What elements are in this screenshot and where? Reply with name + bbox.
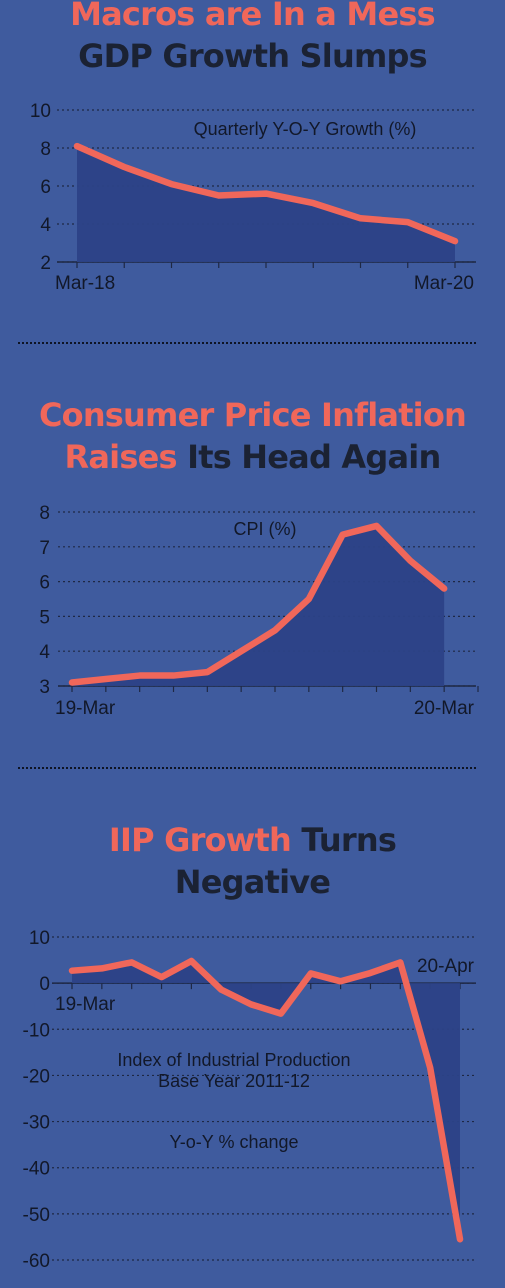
y-tick-label: 0 (39, 974, 50, 995)
iip-chart: -60 -50 -40 -30 -20 -10 0 10 19-Mar 20-Apr Index o… (23, 928, 476, 1272)
y-tick-label: 5 (39, 607, 50, 628)
y-tick-label: -50 (23, 1205, 50, 1226)
chart-annotation: Quarterly Y-O-Y Growth (%) (194, 119, 417, 139)
y-tick-label: -20 (23, 1066, 50, 1087)
cpi-chart: 3 4 5 6 7 8 19-Mar 20-Mar CPI (%) (39, 503, 479, 719)
iip-title-line2: Negative (174, 863, 331, 901)
cpi-title-line1: Consumer Price Inflation (38, 396, 467, 434)
area-fill (77, 146, 455, 262)
y-tick-label: 4 (39, 642, 50, 663)
series-line (68, 957, 464, 1243)
y-tick-label: 8 (39, 503, 50, 524)
x-tick-label: 20-Mar (414, 698, 475, 719)
x-tick-label: 20-Apr (417, 956, 475, 977)
chart-annotation: Index of Industrial Production (117, 1050, 350, 1070)
y-tick-label: 10 (30, 101, 51, 122)
area-fill (72, 960, 460, 1240)
section-divider (18, 342, 476, 344)
iip-title: IIP Growth Turns Negative (0, 819, 505, 903)
y-tick-label: 7 (39, 538, 50, 559)
x-tick-label: Mar-20 (414, 273, 474, 294)
y-tick-label: -30 (23, 1113, 50, 1134)
x-tick-label: 19-Mar (55, 698, 116, 719)
iip-title-line1: Turns (301, 821, 397, 859)
y-tick-label: 4 (40, 215, 51, 236)
y-tick-label: -60 (23, 1251, 50, 1272)
y-tick-label: -10 (23, 1020, 50, 1041)
x-tick-label: 19-Mar (55, 994, 116, 1015)
chart-annotation: Y-o-Y % change (169, 1132, 298, 1152)
area-fill (72, 525, 445, 686)
gdp-title: Macros are In a Mess GDP Growth Slumps (0, 0, 505, 77)
y-tick-label: 8 (40, 139, 51, 160)
y-tick-label: 6 (40, 177, 51, 198)
chart-annotation: CPI (%) (234, 519, 297, 539)
y-tick-label: 6 (39, 573, 50, 594)
iip-title-highlight: IIP Growth (108, 821, 292, 859)
cpi-title-line2-highlight: Raises (64, 438, 178, 476)
x-tick-label: Mar-18 (55, 273, 115, 294)
y-tick-label: 10 (29, 928, 50, 949)
cpi-title-line2: Its Head Again (187, 438, 441, 476)
gdp-title-line1: Macros are In a Mess (70, 0, 436, 33)
gdp-growth-chart: 2 4 6 8 10 Mar-18 Mar-20 Quarterly Y-O-Y Growth… (30, 101, 476, 294)
gdp-title-line2: GDP Growth Slumps (78, 37, 428, 75)
chart-annotation: Base Year 2011-12 (158, 1071, 310, 1091)
section-divider (18, 767, 476, 769)
y-tick-label: 3 (39, 677, 50, 698)
y-tick-label: 2 (40, 253, 51, 274)
cpi-title: Consumer Price Inflation Raises Its Head… (0, 394, 505, 478)
y-tick-label: -40 (23, 1159, 50, 1180)
series-line (68, 522, 448, 686)
